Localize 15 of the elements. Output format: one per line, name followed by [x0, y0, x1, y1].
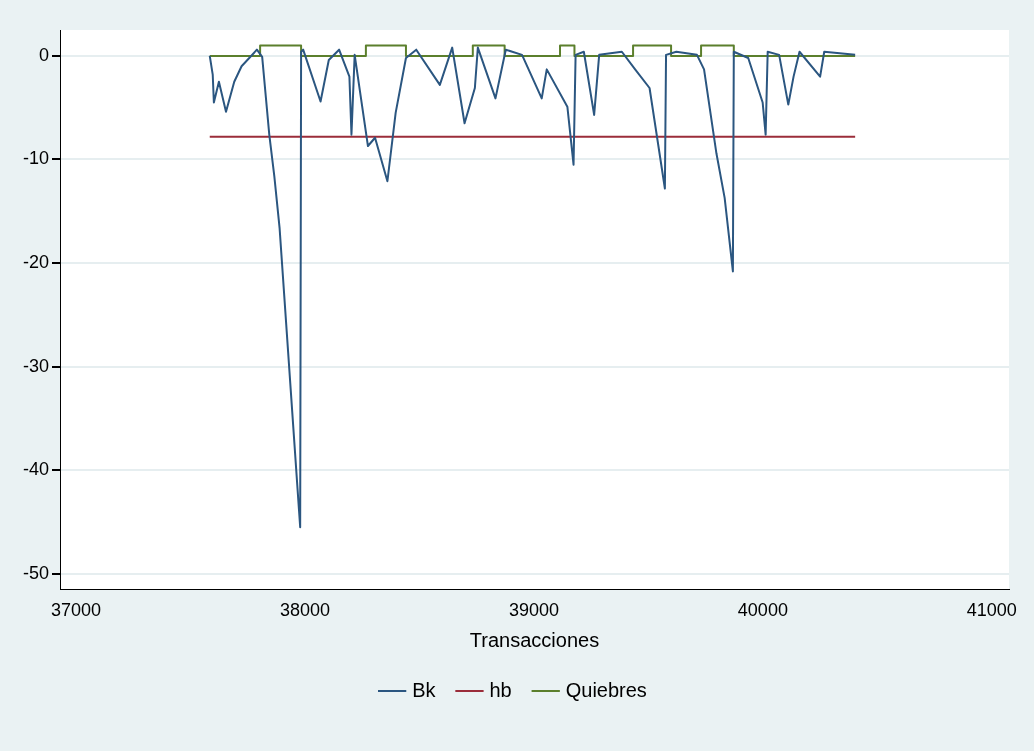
x-axis-title: Transacciones [469, 628, 600, 651]
x-tick-label: 38000 [279, 600, 331, 621]
legend-label: hb [489, 678, 512, 701]
y-tick-label: -40 [23, 459, 50, 480]
legend-label: Quiebres [565, 678, 647, 701]
y-tick-label: -50 [23, 562, 50, 583]
y-tick-label: -30 [23, 355, 50, 376]
y-tick-label: -10 [23, 148, 50, 169]
x-tick-label: 37000 [51, 600, 102, 621]
y-tick-label: 0 [39, 44, 50, 65]
x-tick-label: 41000 [966, 600, 1017, 621]
x-tick-label: 40000 [737, 600, 788, 621]
legend-label: Bk [412, 678, 437, 701]
x-tick-label: 39000 [508, 600, 559, 621]
y-tick-label: -20 [23, 252, 50, 273]
